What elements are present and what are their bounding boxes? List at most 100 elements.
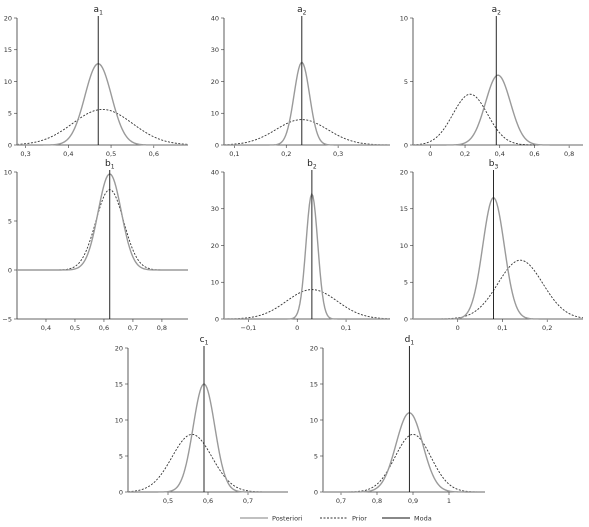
chart-panel-7: 0 5 10 15 20 0,5 0,6 0,7 c1	[115, 335, 288, 505]
y-tick-label: 10	[400, 14, 408, 22]
legend-prior-label: Prior	[352, 515, 367, 523]
panel-title-letter: b	[307, 159, 313, 169]
legend: Posteriori Prior Moda	[240, 515, 432, 523]
x-tick-label: 0,4	[41, 324, 51, 332]
legend-posterior-label: Posteriori	[272, 515, 303, 523]
x-tick-label: 0,5	[70, 324, 80, 332]
y-tick-label: 10	[211, 110, 219, 118]
y-tick-label: 10	[211, 279, 219, 287]
y-tick-label: 15	[400, 205, 408, 213]
y-tick-label: 5	[404, 78, 408, 86]
y-tick-label: 5	[8, 110, 12, 118]
y-tick-label: 5	[119, 452, 123, 460]
y-tick-label: 5	[314, 452, 318, 460]
y-tick-label: 40	[211, 14, 219, 22]
panel-title-subscript: 1	[410, 340, 414, 347]
y-tick-label: 20	[211, 242, 219, 250]
panel-title-letter: a	[492, 5, 498, 15]
y-tick-label: −5	[2, 315, 12, 323]
chart-panel-3: 0 5 10 0 0,2 0,4 0,6 0,8 a2	[400, 5, 583, 158]
x-tick-label: 0,1	[497, 324, 507, 332]
posterior-curve	[17, 173, 188, 271]
y-tick-label: 0	[215, 315, 219, 323]
prior-curve	[17, 189, 188, 271]
posterior-curve	[413, 197, 583, 320]
x-tick-label: 0,1	[229, 150, 239, 158]
prior-curve	[412, 93, 583, 146]
chart-panel-2: 0 10 20 30 40 0,1 0,2 0,3 a2	[211, 5, 391, 158]
y-tick-label: 0	[215, 141, 219, 149]
prior-curve	[16, 108, 189, 145]
x-tick-label: 0,6	[149, 150, 159, 158]
x-tick-label: 0	[456, 324, 460, 332]
y-tick-label: 20	[310, 344, 318, 352]
chart-panel-6: 0 5 10 15 20 0 0,1 0,2 b3	[400, 159, 584, 332]
x-tick-label: 0,1	[341, 324, 351, 332]
chart-panel-1: 0 5 10 15 20 0,3 0,4 0,5 0,6 a1	[4, 5, 189, 158]
y-tick-label: 30	[211, 46, 219, 54]
x-tick-label: 0,5	[163, 497, 173, 505]
y-tick-label: 10	[400, 242, 408, 250]
y-tick-label: 0	[8, 141, 12, 149]
prior-curve	[323, 433, 485, 493]
y-tick-label: 5	[404, 279, 408, 287]
prior-curve	[223, 289, 391, 320]
panel-title-letter: a	[94, 5, 100, 15]
y-tick-label: 10	[4, 78, 12, 86]
panel-title-subscript: 1	[205, 340, 209, 347]
x-tick-label: 0,5	[106, 150, 116, 158]
prior-curve	[223, 119, 391, 146]
x-tick-label: 0,6	[99, 324, 109, 332]
y-tick-label: 5	[8, 217, 12, 225]
panel-title-subscript: 1	[111, 164, 115, 171]
y-tick-label: 10	[4, 168, 12, 176]
posterior-curve	[224, 192, 390, 320]
y-tick-label: 20	[211, 78, 219, 86]
posterior-curve	[128, 383, 288, 493]
panel-title: a2	[297, 5, 307, 17]
x-tick-label: 0,9	[408, 497, 418, 505]
x-tick-label: 0,8	[372, 497, 382, 505]
x-tick-label: 0,7	[243, 497, 253, 505]
y-tick-label: 40	[211, 168, 219, 176]
x-tick-label: 0,4	[495, 150, 505, 158]
x-tick-label: 0	[295, 324, 299, 332]
panel-title-subscript: 2	[313, 164, 317, 171]
x-tick-label: 0,2	[460, 150, 470, 158]
panel-title-letter: b	[105, 159, 111, 169]
panel-title: b3	[489, 159, 499, 171]
x-tick-label: 0,6	[203, 497, 213, 505]
x-tick-label: 0	[428, 150, 432, 158]
x-tick-label: 0,8	[157, 324, 167, 332]
y-tick-label: 30	[211, 205, 219, 213]
panel-title-letter: d	[405, 335, 411, 345]
y-tick-label: 0	[314, 488, 318, 496]
x-tick-label: 0,3	[20, 150, 30, 158]
x-tick-label: 0,7	[336, 497, 346, 505]
panel-title: a1	[94, 5, 104, 17]
x-tick-label: 0,6	[529, 150, 539, 158]
prior-curve	[413, 259, 584, 320]
y-tick-label: 15	[310, 380, 318, 388]
panel-title-letter: c	[200, 335, 205, 345]
x-tick-label: 0,8	[564, 150, 574, 158]
panel-title-subscript: 2	[497, 10, 501, 17]
y-tick-label: 20	[4, 14, 12, 22]
panel-title-letter: b	[489, 159, 495, 169]
panel-title: d1	[405, 335, 415, 347]
y-tick-label: 0	[404, 141, 408, 149]
prior-curve	[127, 433, 288, 493]
y-tick-label: 20	[400, 168, 408, 176]
y-tick-label: 15	[4, 46, 12, 54]
x-tick-label: 0,4	[63, 150, 73, 158]
posterior-curve	[323, 412, 485, 493]
y-tick-label: 0	[404, 315, 408, 323]
panel-title-subscript: 3	[494, 164, 498, 171]
panel-title: b2	[307, 159, 317, 171]
chart-panel-5: 0 10 20 30 40 −0,1 0 0,1 b2	[211, 159, 391, 332]
panel-title-letter: a	[297, 5, 303, 15]
y-tick-label: 0	[119, 488, 123, 496]
